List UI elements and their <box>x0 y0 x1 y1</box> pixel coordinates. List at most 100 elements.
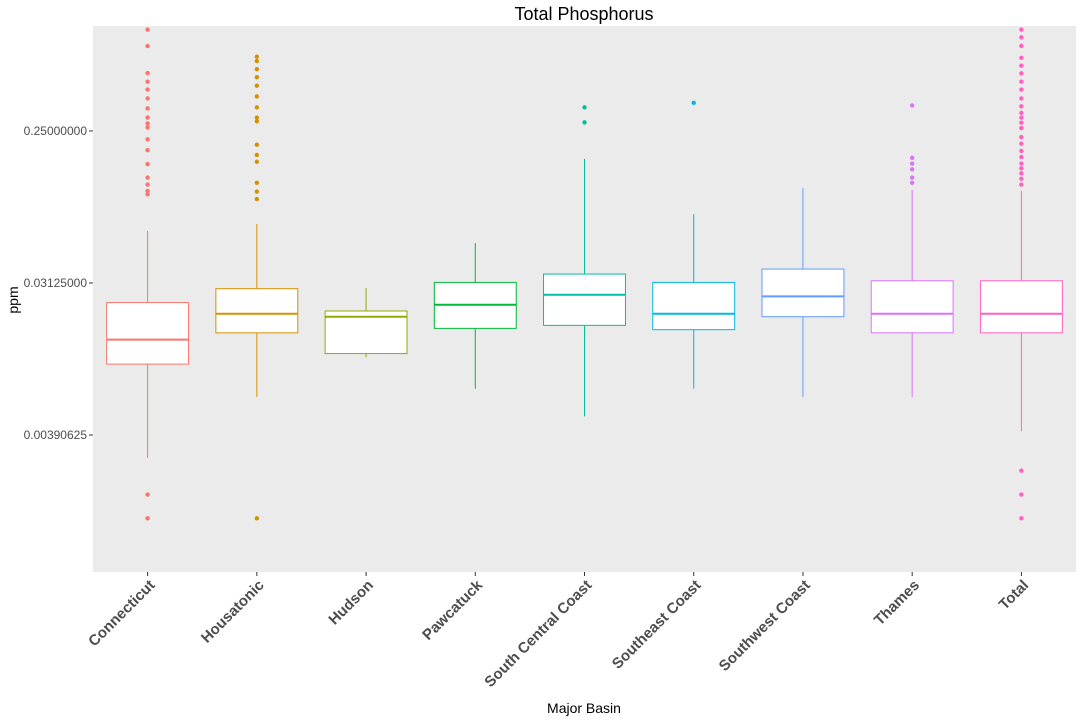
outlier-point <box>145 516 150 521</box>
outlier-point <box>1019 154 1024 160</box>
outlier-point <box>909 155 915 161</box>
outlier-point <box>1019 182 1024 187</box>
outlier-point <box>1019 87 1024 92</box>
outlier-point <box>1019 43 1024 49</box>
outlier-point <box>145 175 150 180</box>
outlier-point <box>582 120 587 125</box>
outlier-point <box>145 96 150 101</box>
box-iqr <box>215 288 299 334</box>
outlier-point <box>254 180 260 185</box>
outlier-point <box>1019 176 1024 181</box>
outlier-point <box>254 142 260 147</box>
outlier-point <box>254 119 260 124</box>
outlier-point <box>1019 134 1024 140</box>
outlier-point <box>1019 115 1024 120</box>
chart-title: Total Phosphorus <box>514 4 653 24</box>
box-group <box>979 27 1063 521</box>
outlier-point <box>254 152 260 158</box>
box-group <box>870 103 954 397</box>
y-axis-label: ppm <box>5 286 21 313</box>
outlier-point <box>1019 516 1024 521</box>
outlier-point <box>145 137 150 142</box>
x-tick-label: Pawcatuck <box>419 576 486 643</box>
x-axis: Connecticut Housatonic Hudson PawcatuckSout… <box>85 572 1032 691</box>
x-tick-label: Southwest Coast <box>716 577 814 675</box>
box-iqr <box>979 280 1063 334</box>
outlier-point <box>145 125 150 130</box>
outlier-point <box>1019 492 1024 497</box>
box-iqr <box>870 280 954 334</box>
x-tick-label: Connecticut <box>85 577 158 650</box>
x-axis-label: Major Basin <box>547 700 621 716</box>
outlier-point <box>145 492 150 497</box>
box-group <box>106 27 190 521</box>
outlier-point <box>909 161 915 166</box>
box-iqr <box>106 302 190 365</box>
outlier-point <box>145 192 150 197</box>
y-axis: 0.00390625 0.03125000 0.25000000 <box>24 124 93 442</box>
outlier-point <box>1019 71 1024 76</box>
outlier-point <box>145 188 150 194</box>
box-group <box>652 100 736 389</box>
outlier-point <box>145 148 150 153</box>
box-series <box>106 27 1063 521</box>
box-iqr <box>543 273 626 326</box>
outlier-point <box>254 196 260 202</box>
outlier-point <box>1019 96 1024 101</box>
outlier-point <box>254 516 260 521</box>
outlier-point <box>254 94 260 99</box>
outlier-point <box>909 103 915 108</box>
outlier-point <box>254 75 260 80</box>
outlier-point <box>145 161 150 167</box>
outlier-point <box>909 180 915 185</box>
outlier-point <box>254 66 260 72</box>
outlier-point <box>145 43 150 49</box>
outlier-point <box>145 87 150 92</box>
box-group <box>761 188 845 397</box>
box-group <box>543 105 626 417</box>
box-iqr <box>652 281 736 331</box>
outlier-point <box>1019 63 1024 68</box>
outlier-point <box>254 83 260 88</box>
box-iqr <box>761 268 845 318</box>
box-group <box>324 287 408 358</box>
y-tick-label: 0.03125000 <box>24 276 88 290</box>
x-tick-label: Southeast Coast <box>609 577 705 673</box>
outlier-point <box>909 175 915 180</box>
x-tick-label: Hudson <box>325 577 376 628</box>
outlier-point <box>1019 166 1024 171</box>
x-tick-label: Thames <box>871 577 923 629</box>
outlier-point <box>1019 171 1024 176</box>
box-group <box>433 243 517 389</box>
box-group <box>215 54 299 521</box>
outlier-point <box>145 27 150 32</box>
x-tick-label: South Central Coast <box>481 577 595 691</box>
outlier-point <box>1019 468 1024 473</box>
outlier-point <box>582 105 587 110</box>
outlier-point <box>254 115 260 120</box>
outlier-point <box>1019 27 1024 32</box>
outlier-point <box>254 189 260 194</box>
outlier-point <box>145 182 150 187</box>
outlier-point <box>1019 141 1024 146</box>
outlier-point <box>1019 79 1024 84</box>
x-tick-label: Housatonic <box>198 577 268 647</box>
outlier-point <box>145 121 150 126</box>
y-tick-label: 0.00390625 <box>24 428 88 442</box>
outlier-point <box>254 159 260 164</box>
outlier-point <box>254 54 260 59</box>
outlier-point <box>1019 161 1024 166</box>
y-tick-label: 0.25000000 <box>24 124 88 138</box>
outlier-point <box>145 115 150 120</box>
outlier-point <box>909 167 915 172</box>
outlier-point <box>1019 148 1024 154</box>
outlier-point <box>254 58 260 64</box>
outlier-point <box>1019 110 1024 116</box>
outlier-point <box>1019 55 1024 60</box>
outlier-point <box>254 105 260 110</box>
outlier-point <box>691 100 696 106</box>
outlier-point <box>1019 120 1024 125</box>
outlier-point <box>145 106 150 111</box>
outlier-point <box>145 70 150 76</box>
